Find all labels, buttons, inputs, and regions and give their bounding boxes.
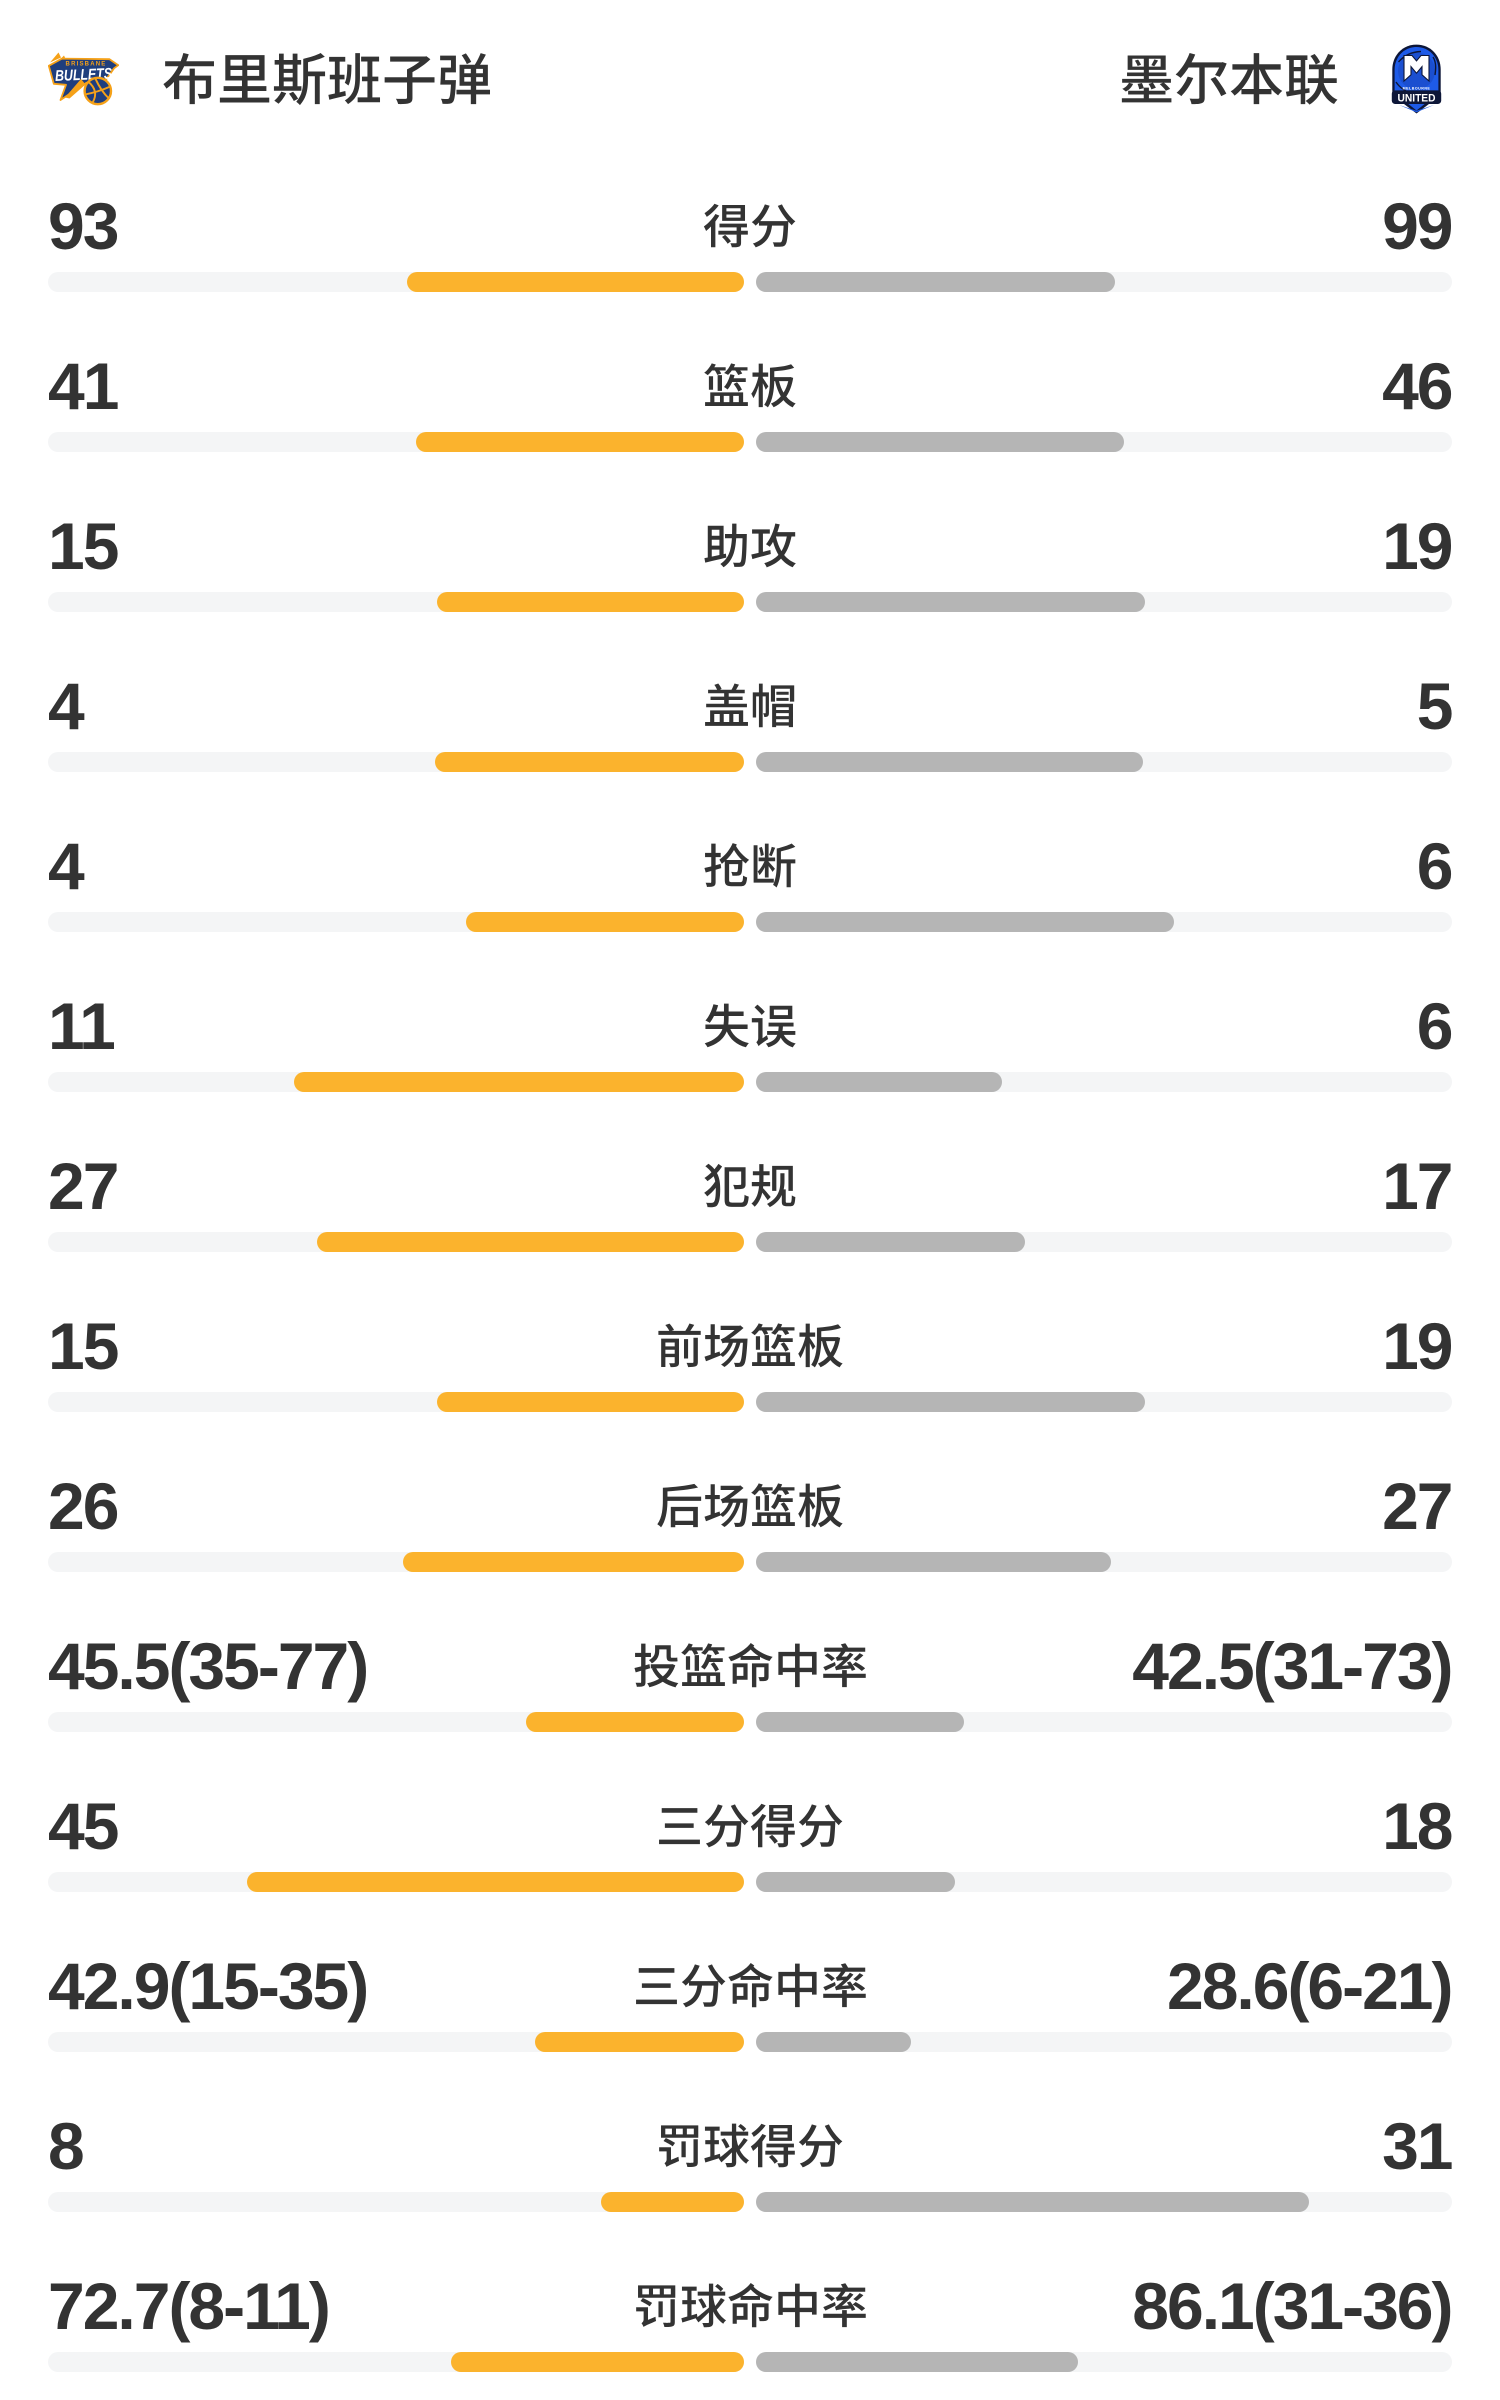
svg-text:BRISBANE: BRISBANE — [66, 62, 107, 68]
svg-text:MELBOURNE: MELBOURNE — [1403, 87, 1431, 91]
svg-text:UNITED: UNITED — [1398, 93, 1436, 105]
